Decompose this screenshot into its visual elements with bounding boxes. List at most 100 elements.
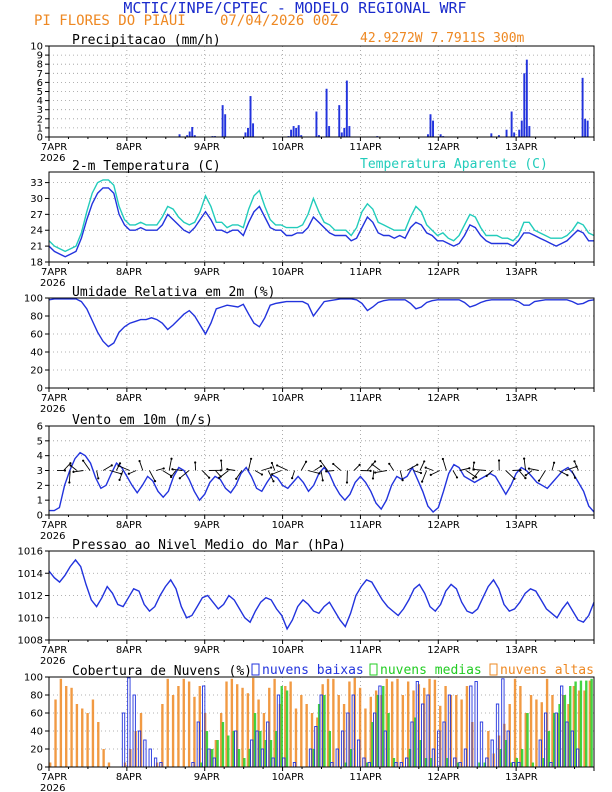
cloud-bar-altas <box>460 699 463 767</box>
wind-barb-head <box>235 477 238 480</box>
cloud-bar-altas <box>385 678 388 767</box>
cloud-bar-baixas <box>191 762 195 768</box>
wind-barb <box>218 470 229 479</box>
cloud-bar-altas <box>81 708 84 767</box>
wind-barb-head <box>566 474 569 477</box>
plot-frame <box>48 171 595 263</box>
wind-barb-head <box>374 471 377 474</box>
cloud-bar-baixas <box>308 748 313 768</box>
cloud-bar-baixas <box>137 730 142 768</box>
cloud-bar-altas <box>369 696 372 767</box>
wind-barb-head <box>82 459 85 462</box>
cloud-bar-baixas <box>271 757 275 768</box>
cloud-bar-baixas <box>340 730 345 768</box>
cloud-bar-medias <box>414 717 417 767</box>
wind-barb-head <box>319 459 322 463</box>
y-tick-label: 1008 <box>18 636 43 647</box>
wind-barb-head <box>523 457 526 460</box>
cloud-bar-medias <box>275 731 278 767</box>
y-tick-label: 80 <box>30 691 43 702</box>
cloud-bar-baixas <box>159 762 163 768</box>
wind-barb-head <box>291 477 294 480</box>
precip-bar <box>528 126 531 137</box>
cloud-bar-baixas <box>410 721 414 768</box>
wind-barb <box>425 467 434 471</box>
cloud-bar-medias <box>376 695 380 767</box>
panel-title: Cobertura de Nuvens (%) <box>72 664 252 679</box>
x-tick-label: 9APR <box>194 772 220 783</box>
cloud-bar-baixas <box>276 694 281 768</box>
cloud-bar-altas <box>166 678 169 767</box>
wind-barb-head <box>270 466 273 469</box>
cloud-bar-medias <box>456 762 460 767</box>
cloud-bar-medias <box>349 749 353 767</box>
x-tick-label: 13APR <box>505 142 538 153</box>
panel-title: 2-m Temperatura (C) <box>72 159 221 174</box>
precip-bar <box>432 120 435 137</box>
cloud-bar-baixas <box>549 762 553 768</box>
cloud-bar-medias <box>430 758 433 767</box>
x-tick-label: 10APR <box>272 393 305 404</box>
wind-barb-head <box>485 474 488 477</box>
x-year-label: 2026 <box>40 278 65 289</box>
wind-barb-head <box>472 468 476 471</box>
precip-bar <box>325 88 328 137</box>
x-tick-label: 8APR <box>116 772 142 783</box>
cloud-bar-baixas <box>576 748 580 768</box>
x-tick-label: 8APR <box>116 393 142 404</box>
cloud-bar-altas <box>294 708 298 767</box>
x-tick-label: 11APR <box>349 267 382 278</box>
cloud-bar-baixas <box>421 703 425 768</box>
y-tick-label: 0 <box>37 384 43 395</box>
wind-barb-head <box>321 479 324 482</box>
cloud-bar-medias <box>323 695 326 767</box>
wind-barb <box>179 470 190 479</box>
precip-bar <box>290 129 293 137</box>
cloud-bar-altas <box>91 699 95 767</box>
header-run-date: 07/04/2026 00Z <box>220 13 338 29</box>
y-tick-label: 21 <box>30 242 43 253</box>
y-tick-label: 6 <box>37 422 43 433</box>
x-tick-label: 8APR <box>116 142 142 153</box>
y-tick-label: 40 <box>30 348 43 359</box>
precip-bar <box>193 135 196 137</box>
wind-barb <box>574 461 579 471</box>
wind-barb-head <box>527 467 531 470</box>
x-tick-label: 13APR <box>505 520 538 531</box>
y-tick-label: 2 <box>37 114 43 125</box>
cloud-bar-baixas <box>202 685 206 768</box>
cloud-bar-altas <box>107 762 111 767</box>
cloud-bar-baixas <box>506 730 510 768</box>
cloud-bar-baixas <box>282 757 286 768</box>
y-tick-label: 60 <box>30 709 43 720</box>
wind-barb <box>267 470 274 482</box>
wind-barb-head <box>153 479 157 483</box>
precip-bar <box>300 135 303 137</box>
y-tick-label: 0 <box>37 511 43 522</box>
wind-barb-head <box>118 462 122 465</box>
cloud-bar-altas <box>465 686 469 767</box>
wind-barb-head <box>219 469 222 472</box>
wind-barb <box>320 460 328 471</box>
wind-barb-head <box>68 481 71 484</box>
precip-bar <box>292 126 295 137</box>
cloud-bar-baixas <box>121 712 126 768</box>
precip-bar <box>505 129 508 137</box>
wind-barb <box>300 461 307 471</box>
cloud-bar-altas <box>540 702 543 767</box>
cloud-bar-altas <box>241 687 244 767</box>
cloud-bar-altas <box>246 693 250 767</box>
wind-barb <box>128 470 137 475</box>
cloud-bar-altas <box>214 740 218 767</box>
precip-bar <box>188 131 191 137</box>
cloud-bar-baixas <box>132 694 136 768</box>
wind-barb <box>571 470 576 478</box>
x-tick-label: 13APR <box>505 772 538 783</box>
wind-barb-head <box>497 459 501 462</box>
wind-barb <box>139 460 144 471</box>
precip-bar <box>490 133 493 137</box>
y-tick-label: 0 <box>37 763 43 774</box>
wind-barb-head <box>371 477 375 480</box>
wind-barb <box>326 470 335 472</box>
